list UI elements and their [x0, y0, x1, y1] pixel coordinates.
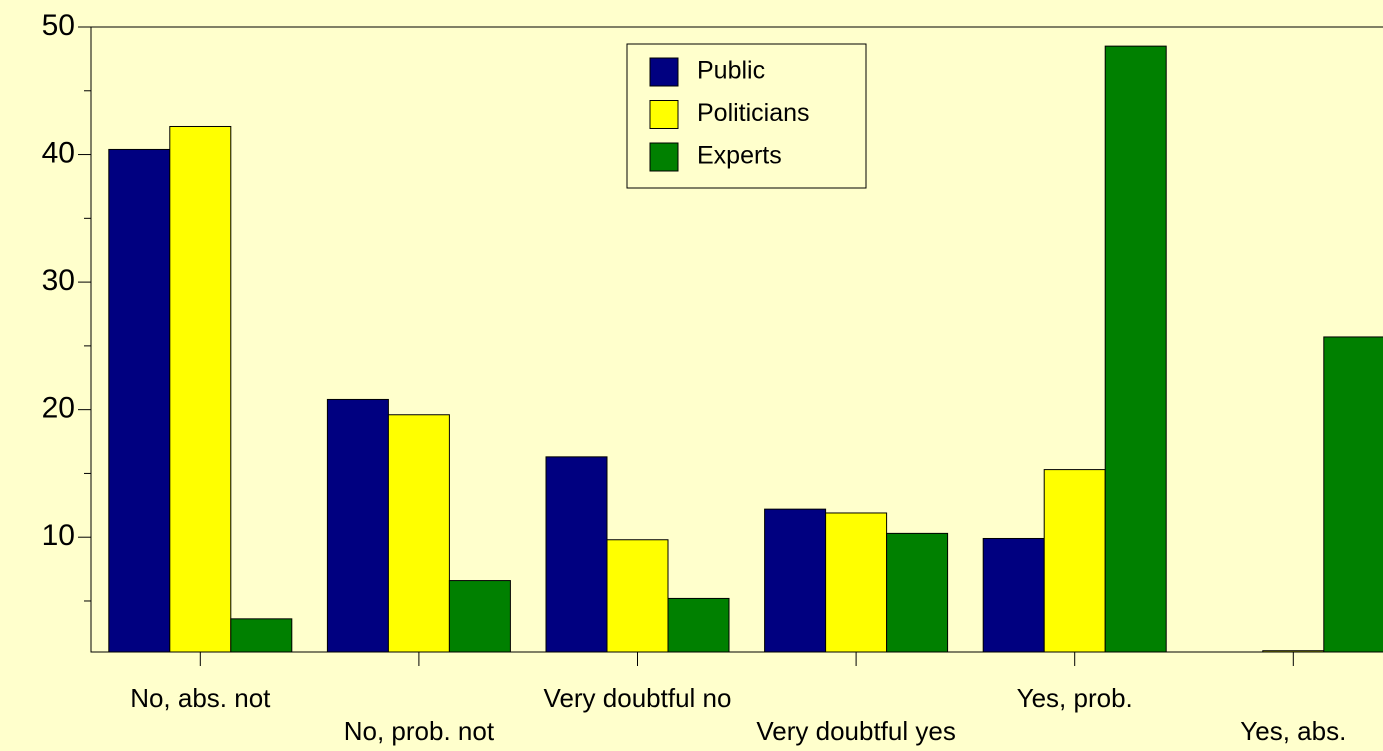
x-tick-label: Very doubtful yes [756, 716, 955, 746]
bar [169, 125, 232, 653]
legend-swatch [649, 142, 679, 172]
bar [230, 618, 293, 653]
legend-label: Politicians [697, 99, 810, 127]
x-tick-label: No, prob. not [344, 716, 495, 746]
bar [1323, 336, 1383, 653]
legend-label: Experts [697, 142, 782, 170]
bar [825, 512, 888, 653]
bar [886, 532, 949, 653]
x-tick-label: Yes, prob. [1017, 683, 1133, 713]
bar [545, 456, 608, 653]
bar [982, 537, 1045, 653]
y-tick-label: 40 [42, 136, 75, 169]
legend-label: Public [697, 57, 765, 85]
bar [387, 414, 450, 653]
bar [667, 597, 730, 653]
legend-swatch [649, 57, 679, 87]
bar [326, 398, 389, 653]
bar [764, 508, 827, 653]
x-tick-label: Yes, abs. [1240, 716, 1346, 746]
bar [448, 580, 511, 653]
y-tick-label: 50 [42, 9, 75, 42]
plot-frame [90, 26, 1383, 653]
bar [1043, 469, 1106, 653]
bar [1104, 45, 1167, 653]
legend-swatch [649, 100, 679, 129]
y-tick-label: 30 [42, 264, 75, 297]
x-tick-label: No, abs. not [130, 683, 271, 713]
bar [108, 148, 171, 653]
y-tick-label: 20 [42, 392, 75, 425]
y-tick-label: 10 [42, 519, 75, 552]
bar [606, 539, 669, 653]
x-tick-label: Very doubtful no [544, 683, 732, 713]
